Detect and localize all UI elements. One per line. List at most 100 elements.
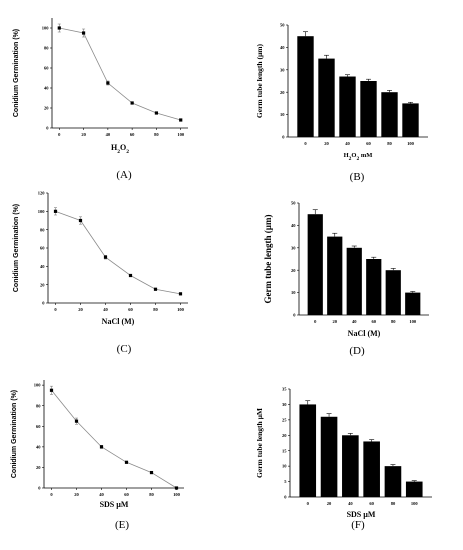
y-tick-label: 60 xyxy=(44,66,49,71)
x-tick-label: 60 xyxy=(369,501,374,506)
x-tick-label: 100 xyxy=(177,132,185,137)
y-tick-label: 15 xyxy=(282,448,287,453)
y-tick-label: 30 xyxy=(280,67,285,72)
y-tick-label: 10 xyxy=(291,290,296,295)
x-tick-label: 100 xyxy=(173,492,181,497)
y-tick-label: 40 xyxy=(291,223,296,228)
y-tick-label: 80 xyxy=(44,46,49,51)
data-point xyxy=(130,101,134,105)
bar xyxy=(384,466,402,497)
panel-d: 0 10 20 30 40 50 0 20 40 60 80 100 Germ tube length … xyxy=(263,201,429,357)
x-tick-label: 100 xyxy=(411,501,419,506)
bar xyxy=(402,103,419,137)
x-tick-label: 60 xyxy=(372,319,377,324)
bar xyxy=(299,404,317,497)
x-axis-label: NaCl (M) xyxy=(348,329,381,338)
bar xyxy=(327,236,343,315)
bar xyxy=(346,247,362,315)
y-tick-label: 30 xyxy=(282,402,287,407)
y-tick-label: 40 xyxy=(44,86,49,91)
x-tick-label: 0 xyxy=(50,492,53,497)
x-tick-label: 60 xyxy=(128,307,133,312)
x-axis-label: NaCl (M) xyxy=(102,317,135,326)
x-tick-label: 100 xyxy=(409,319,417,324)
y-tick-label: 0 xyxy=(42,301,45,306)
x-tick-label: 20 xyxy=(327,501,332,506)
bar xyxy=(366,259,382,315)
panel-a: 0 20 40 60 80 100 0 20 40 60 80 100 Conidium Germina… xyxy=(13,18,188,181)
x-tick-label: 60 xyxy=(130,132,135,137)
data-point xyxy=(178,292,183,296)
x-tick-label: 40 xyxy=(345,141,350,146)
y-tick-label: 80 xyxy=(36,403,41,408)
x-tick-label: 0 xyxy=(314,319,317,324)
x-tick-label: 0 xyxy=(307,501,310,506)
x-tick-label: 40 xyxy=(352,319,357,324)
y-tick-label: 25 xyxy=(282,417,287,422)
y-tick-label: 5 xyxy=(284,479,287,484)
data-point xyxy=(149,470,154,475)
y-tick-label: 0 xyxy=(293,313,296,318)
x-tick-label: 0 xyxy=(54,307,57,312)
bar xyxy=(342,435,359,497)
bar xyxy=(318,58,335,137)
y-tick-label: 10 xyxy=(282,464,287,469)
x-tick-label: 40 xyxy=(103,307,108,312)
data-point xyxy=(128,273,133,278)
panel-label: (E) xyxy=(115,519,129,531)
y-axis-label: Conidium Germination (%) xyxy=(13,29,20,117)
y-tick-label: 30 xyxy=(291,245,296,250)
panel-label: (F) xyxy=(351,519,365,531)
y-tick-label: 80 xyxy=(40,227,45,232)
x-axis-label: SDS µM xyxy=(347,510,376,519)
data-point xyxy=(106,81,110,85)
bar xyxy=(405,292,421,315)
data-point xyxy=(74,419,79,423)
data-point xyxy=(78,218,83,223)
y-tick-label: 20 xyxy=(36,465,41,470)
x-axis-label: H2O2 xyxy=(111,143,129,155)
x-tick-label: 60 xyxy=(124,492,129,497)
bar xyxy=(307,214,323,315)
y-axis-label: Germ tube length (µm) xyxy=(255,43,264,118)
x-tick-label: 40 xyxy=(348,501,353,506)
x-tick-label: 20 xyxy=(324,141,329,146)
y-tick-label: 50 xyxy=(291,201,296,206)
y-tick-label: 60 xyxy=(36,424,41,429)
bar xyxy=(339,76,356,137)
y-axis-label: Conidium Germination (%) xyxy=(13,204,20,292)
y-tick-label: 20 xyxy=(40,282,45,287)
x-tick-label: 80 xyxy=(153,307,158,312)
y-tick-label: 100 xyxy=(38,209,46,214)
series-line xyxy=(51,390,177,489)
y-tick-label: 0 xyxy=(38,486,41,491)
y-tick-label: 100 xyxy=(42,26,50,31)
x-tick-label: 60 xyxy=(366,141,371,146)
x-tick-label: 80 xyxy=(387,141,392,146)
y-tick-label: 40 xyxy=(40,264,45,269)
bar xyxy=(381,92,398,137)
y-tick-label: 0 xyxy=(46,126,49,131)
bar xyxy=(363,441,380,497)
y-tick-label: 120 xyxy=(38,191,46,196)
x-axis-label: SDS µM xyxy=(100,500,129,509)
panel-label: (D) xyxy=(349,345,365,357)
y-tick-label: 20 xyxy=(44,106,49,111)
y-axis-label: Conidium Germination (%) xyxy=(11,390,18,478)
panel-f: 0 5 10 15 20 25 30 35 0 20 40 60 80 100 Germ tube leng… xyxy=(255,387,432,531)
y-axis-label: Germ tube length (µm) xyxy=(263,215,273,304)
x-tick-label: 40 xyxy=(99,492,104,497)
x-tick-label: 20 xyxy=(333,319,338,324)
x-tick-label: 100 xyxy=(407,141,415,146)
panel-label: (C) xyxy=(117,343,132,355)
panel-label: (B) xyxy=(350,171,365,183)
y-tick-label: 50 xyxy=(280,23,285,28)
data-point xyxy=(49,388,54,392)
x-tick-label: 20 xyxy=(74,492,79,497)
x-axis-label: H2O2 mM xyxy=(344,152,373,162)
x-tick-label: 80 xyxy=(391,319,396,324)
y-tick-label: 0 xyxy=(282,135,285,140)
data-point xyxy=(179,118,183,122)
x-tick-label: 80 xyxy=(154,132,159,137)
